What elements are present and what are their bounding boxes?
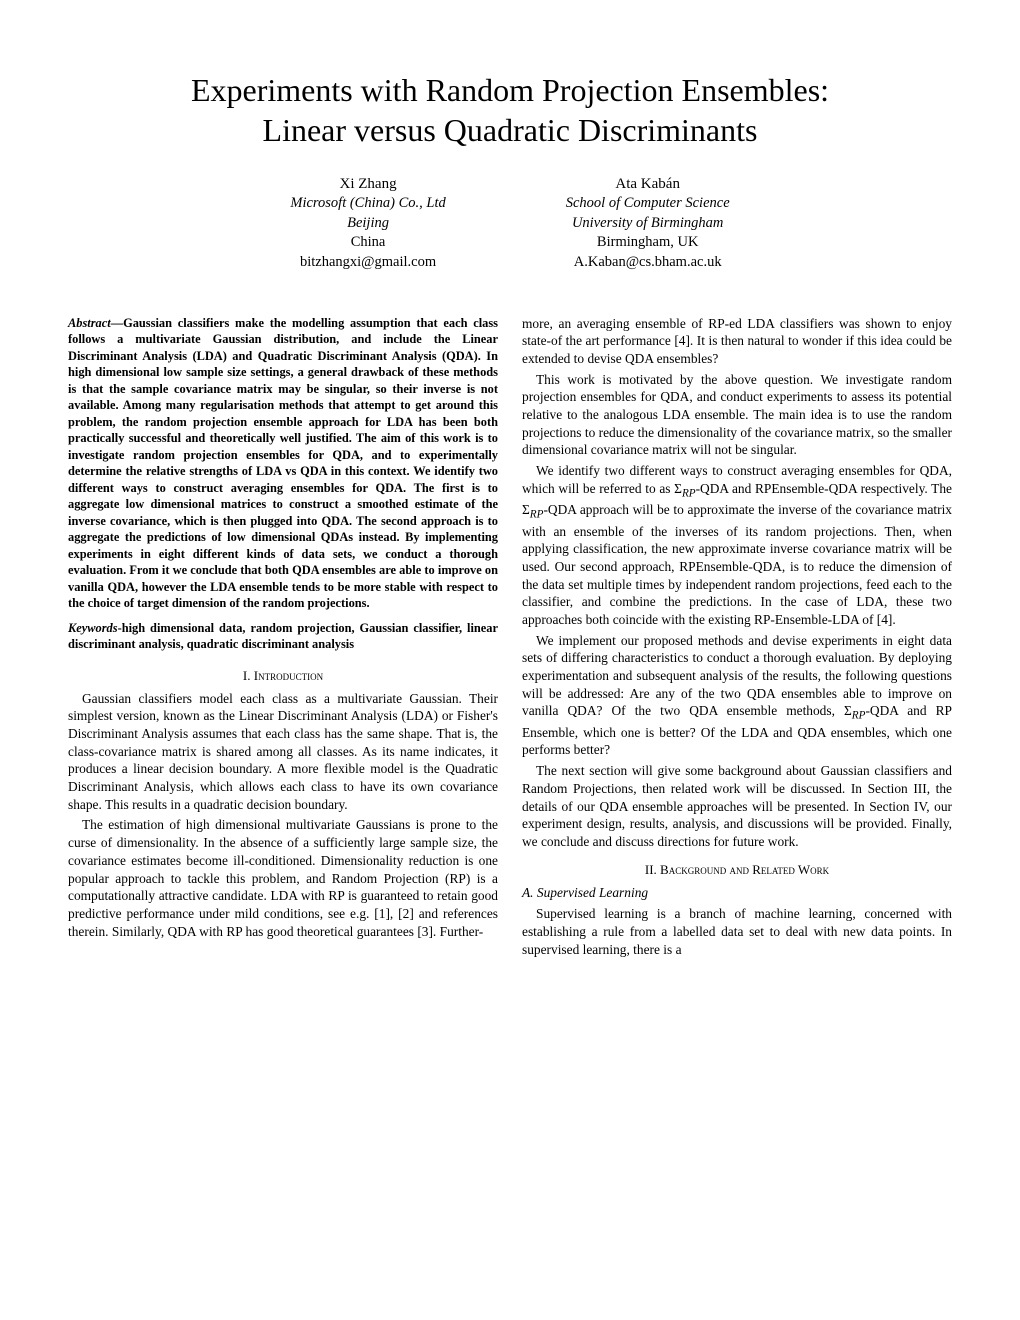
author-1-affil3: China bbox=[290, 233, 445, 253]
right-para-3: We identify two different ways to constr… bbox=[522, 462, 952, 629]
author-2-affil3: Birmingham, UK bbox=[566, 233, 730, 253]
right-para-5: The next section will give some backgrou… bbox=[522, 762, 952, 850]
title-line1: Experiments with Random Projection Ensem… bbox=[191, 72, 829, 108]
section-2-heading: II. Background and Related Work bbox=[522, 861, 952, 878]
right-para-2: This work is motivated by the above ques… bbox=[522, 371, 952, 459]
abstract-label: Abstract bbox=[68, 316, 111, 330]
abstract-text: —Gaussian classifiers make the modelling… bbox=[68, 316, 498, 611]
sigma-sub-3: RP bbox=[852, 710, 866, 722]
author-1-affil1: Microsoft (China) Co., Ltd bbox=[290, 194, 445, 214]
intro-para-2: The estimation of high dimensional multi… bbox=[68, 816, 498, 940]
sigma-sub-2: RP bbox=[530, 509, 544, 521]
sigma-sub-1: RP bbox=[682, 487, 696, 499]
author-2-email: A.Kaban@cs.bham.ac.uk bbox=[566, 253, 730, 273]
two-column-body: Abstract—Gaussian classifiers make the m… bbox=[68, 315, 952, 962]
author-1-email: bitzhangxi@gmail.com bbox=[290, 253, 445, 273]
subsection-a-heading: A. Supervised Learning bbox=[522, 884, 952, 902]
author-2-affil1: School of Computer Science bbox=[566, 194, 730, 214]
right-p3c: -QDA approach will be to approximate the… bbox=[522, 502, 952, 627]
title-line2: Linear versus Quadratic Discriminants bbox=[263, 112, 758, 148]
author-2-affil2: University of Birmingham bbox=[566, 214, 730, 234]
right-column: more, an averaging ensemble of RP-ed LDA… bbox=[522, 315, 952, 962]
author-1-affil2: Beijing bbox=[290, 214, 445, 234]
right-para-1: more, an averaging ensemble of RP-ed LDA… bbox=[522, 315, 952, 368]
author-1: Xi Zhang Microsoft (China) Co., Ltd Beij… bbox=[290, 174, 445, 273]
abstract: Abstract—Gaussian classifiers make the m… bbox=[68, 315, 498, 612]
right-para-6: Supervised learning is a branch of machi… bbox=[522, 905, 952, 958]
author-2-name: Ata Kabán bbox=[566, 174, 730, 194]
author-2: Ata Kabán School of Computer Science Uni… bbox=[566, 174, 730, 273]
intro-para-1: Gaussian classifiers model each class as… bbox=[68, 690, 498, 814]
right-para-4: We implement our proposed methods and de… bbox=[522, 632, 952, 760]
keywords-label: Keywords bbox=[68, 621, 118, 635]
author-block: Xi Zhang Microsoft (China) Co., Ltd Beij… bbox=[68, 174, 952, 273]
keywords: Keywords-high dimensional data, random p… bbox=[68, 620, 498, 653]
keywords-text: -high dimensional data, random projectio… bbox=[68, 621, 498, 652]
section-1-heading: I. Introduction bbox=[68, 667, 498, 684]
author-1-name: Xi Zhang bbox=[290, 174, 445, 194]
paper-title: Experiments with Random Projection Ensem… bbox=[68, 70, 952, 150]
left-column: Abstract—Gaussian classifiers make the m… bbox=[68, 315, 498, 962]
